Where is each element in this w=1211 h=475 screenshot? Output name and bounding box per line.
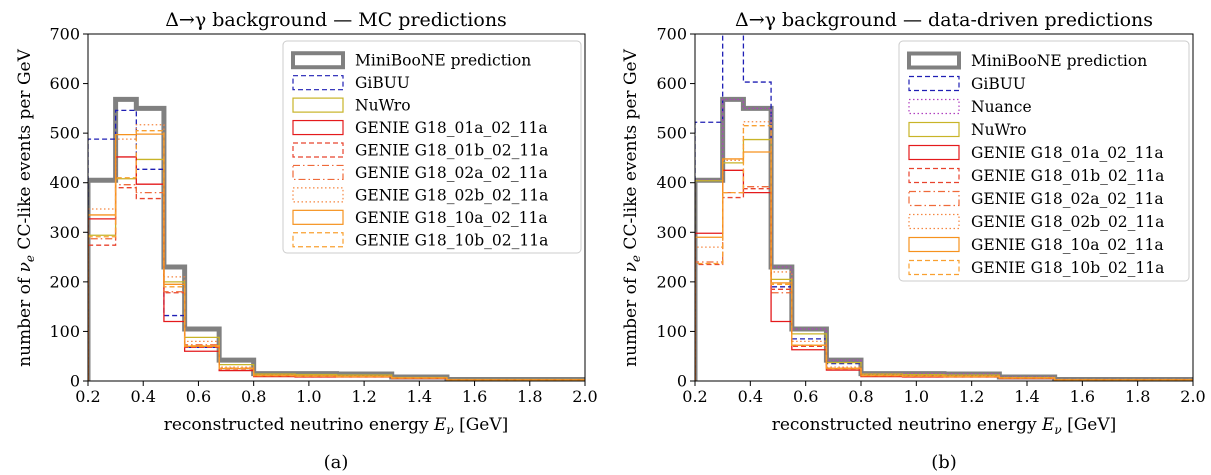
- legend-swatch-genie-g18-10a-02-11a: [908, 236, 960, 253]
- legend-label-nuwro: NuWro: [971, 121, 1027, 139]
- legend-swatch-genie-g18-10b-02-11a: [908, 259, 960, 276]
- panel-b-xtick-label: 1.2: [959, 387, 984, 406]
- legend-swatch-genie-g18-01b-02-11a: [908, 167, 960, 184]
- panel-a-xlabel: reconstructed neutrino energy Eν [GeV]: [164, 415, 509, 437]
- legend-swatch-miniboone-prediction: [291, 51, 345, 70]
- panel-a-xtick-label: 0.8: [241, 387, 266, 406]
- panel-b-ytick-label: 600: [656, 74, 687, 93]
- panel-a-series-genie-g18-10b-02-11a: [88, 130, 585, 381]
- legend-swatch-gibuu: [292, 75, 344, 91]
- panel-b-xtick-label: 0.4: [738, 387, 763, 406]
- panel-a-ytick-label: 300: [49, 223, 80, 242]
- panel-b-caption: (b): [931, 452, 957, 473]
- panel-b-legend: MiniBooNE prediction GiBUU Nuance NuWro GENI…: [898, 40, 1190, 282]
- panel-a-ytick-label: 500: [49, 124, 80, 143]
- legend-label-genie-g18-10b-02-11a: GENIE G18_10b_02_11a: [971, 259, 1164, 277]
- legend-swatch-genie-g18-01a-02-11a: [908, 144, 960, 161]
- panel-a-ytick-label: 400: [49, 173, 80, 192]
- panel-a-ylabel: number of νe CC-like events per GeV: [15, 48, 37, 366]
- panel-b-ytick-label: 200: [656, 272, 687, 291]
- legend-label-miniboone-prediction: MiniBooNE prediction: [355, 52, 531, 70]
- panel-a-plot-area: [88, 96, 585, 381]
- panel-b-ytick-label: 0: [677, 372, 687, 391]
- legend-label-genie-g18-10a-02-11a: GENIE G18_10a_02_11a: [355, 209, 548, 227]
- legend-label-genie-g18-02b-02-11a: GENIE G18_02b_02_11a: [971, 213, 1164, 231]
- legend-label-gibuu: GiBUU: [971, 75, 1026, 93]
- legend-label-genie-g18-02a-02-11a: GENIE G18_02a_02_11a: [355, 164, 548, 182]
- panel-b-xtick-label: 1.0: [904, 387, 929, 406]
- panel-b-title: Δ→γ background — data-driven predictions: [735, 9, 1153, 31]
- panel-b-xtick-label: 1.8: [1125, 387, 1150, 406]
- legend-label-genie-g18-02b-02-11a: GENIE G18_02b_02_11a: [355, 186, 548, 204]
- legend-label-gibuu: GiBUU: [355, 74, 410, 92]
- panel-a-xtick-label: 0.6: [186, 387, 211, 406]
- panel-a-ytick-label: 0: [70, 372, 80, 391]
- legend-label-genie-g18-02a-02-11a: GENIE G18_02a_02_11a: [971, 190, 1164, 208]
- panel-b-xlabel: reconstructed neutrino energy Eν [GeV]: [772, 415, 1117, 437]
- legend-swatch-genie-g18-02b-02-11a: [908, 213, 960, 230]
- panel-b-xtick-label: 1.6: [1070, 387, 1095, 406]
- panel-b-legend-box: [898, 40, 1190, 282]
- panel-a-mc-predictions: Δ→γ background — MC predictions 0.2 0.4 0.…: [15, 9, 598, 473]
- panel-a-legend: MiniBooNE prediction GiBUU NuWro GENIE G18_…: [282, 40, 582, 254]
- legend-label-genie-g18-10a-02-11a: GENIE G18_10a_02_11a: [971, 236, 1164, 254]
- panel-a-xtick-label: 1.6: [462, 387, 487, 406]
- legend-swatch-genie-g18-01a-02-11a: [292, 119, 344, 136]
- legend-label-nuwro: NuWro: [355, 97, 411, 115]
- legend-swatch-genie-g18-02a-02-11a: [292, 164, 344, 181]
- panel-a-title: Δ→γ background — MC predictions: [165, 9, 507, 31]
- panel-b-series-genie-g18-10b-02-11a: [695, 125, 1193, 381]
- panel-a-xtick-label: 1.0: [296, 387, 321, 406]
- legend-label-nuance: Nuance: [971, 98, 1032, 116]
- panel-b-data-driven-predictions: Δ→γ background — data-driven predictions…: [621, 9, 1206, 473]
- panel-a-ytick-label: 100: [49, 322, 80, 341]
- panel-a-ytick-label: 200: [49, 272, 80, 291]
- legend-swatch-genie-g18-10b-02-11a: [292, 232, 344, 248]
- panel-b-xtick-label: 0.8: [848, 387, 873, 406]
- panel-b-xtick-label: 0.6: [793, 387, 818, 406]
- panel-a-ytick-label: 700: [49, 25, 80, 44]
- legend-swatch-genie-g18-02a-02-11a: [908, 190, 960, 207]
- panel-a-xtick-label: 1.2: [351, 387, 376, 406]
- panel-b-xtick-label: 1.4: [1014, 387, 1039, 406]
- panel-a-xtick-label: 2.0: [572, 387, 597, 406]
- legend-label-genie-g18-01a-02-11a: GENIE G18_01a_02_11a: [355, 119, 548, 137]
- legend-label-genie-g18-01a-02-11a: GENIE G18_01a_02_11a: [971, 144, 1164, 162]
- panel-a-xtick-label: 0.2: [75, 387, 100, 406]
- legend-swatch-gibuu: [908, 75, 960, 92]
- legend-swatch-genie-g18-01b-02-11a: [292, 142, 344, 158]
- panel-b-xtick-label: 0.2: [682, 387, 707, 406]
- panel-a-xtick-label: 0.4: [130, 387, 155, 406]
- legend-label-genie-g18-01b-02-11a: GENIE G18_01b_02_11a: [971, 167, 1164, 185]
- panel-a-xtick-label: 1.4: [407, 387, 432, 406]
- panel-b-ytick-label: 400: [656, 173, 687, 192]
- panel-b-ytick-label: 300: [656, 223, 687, 242]
- panel-a-xtick-label: 1.8: [517, 387, 542, 406]
- panel-b-axes-frame: [694, 33, 1194, 382]
- panel-a-axes-frame: [87, 33, 586, 382]
- legend-swatch-nuance: [908, 98, 960, 115]
- panel-b-xtick-label: 2.0: [1180, 387, 1205, 406]
- legend-label-miniboone-prediction: MiniBooNE prediction: [971, 52, 1147, 70]
- panel-a-legend-box: [282, 40, 582, 254]
- legend-swatch-genie-g18-02b-02-11a: [292, 187, 344, 203]
- legend-label-genie-g18-10b-02-11a: GENIE G18_10b_02_11a: [355, 231, 548, 249]
- legend-swatch-nuwro: [908, 121, 960, 138]
- panel-a-ytick-label: 600: [49, 74, 80, 93]
- panel-b-ytick-label: 100: [656, 322, 687, 341]
- panel-b-ylabel: number of νe CC-like events per GeV: [621, 48, 643, 366]
- panel-b-ytick-label: 700: [656, 25, 687, 44]
- legend-swatch-miniboone-prediction: [907, 51, 961, 70]
- legend-swatch-genie-g18-10a-02-11a: [292, 209, 344, 225]
- panel-b-plot-area: [695, 34, 1193, 381]
- panel-b-ticks: 0.2 0.4 0.6 0.8 1.0 1.2 1.4 1.6 1.8 2.0 0 100 200 300…: [656, 25, 1205, 407]
- panel-a-ticks: 0.2 0.4 0.6 0.8 1.0 1.2 1.4 1.6 1.8 2.0 0 100 200 300…: [49, 25, 597, 407]
- panel-a-caption: (a): [324, 452, 349, 473]
- legend-swatch-nuwro: [292, 97, 344, 113]
- panel-b-ytick-label: 500: [656, 124, 687, 143]
- legend-label-genie-g18-01b-02-11a: GENIE G18_01b_02_11a: [355, 142, 548, 160]
